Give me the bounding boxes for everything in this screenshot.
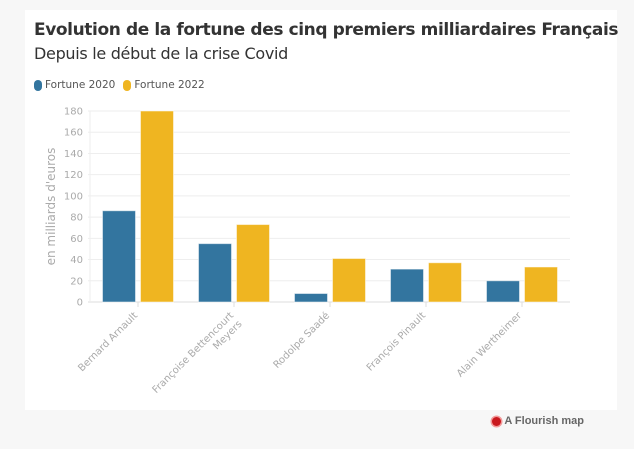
x-tick-label-line: Rodolpe Saadé bbox=[271, 310, 332, 371]
bar-2020 bbox=[102, 210, 136, 303]
bar-2020 bbox=[294, 293, 328, 303]
x-tick-label-line: Alain Wertheimer bbox=[455, 310, 525, 380]
bar-2020 bbox=[486, 280, 520, 303]
x-tick-label-line: François Pinault bbox=[365, 310, 428, 373]
y-tick-label: 60 bbox=[70, 234, 83, 245]
bar-2020 bbox=[198, 243, 232, 303]
x-tick-label: Alain Wertheimer bbox=[455, 310, 525, 380]
x-tick-label-line: Françoise Bettencourt bbox=[151, 310, 237, 396]
flourish-credit[interactable]: A Flourish map bbox=[492, 415, 584, 427]
chart-subtitle: Depuis le début de la crise Covid bbox=[34, 44, 288, 63]
y-tick-label: 120 bbox=[64, 170, 83, 181]
x-tick-label: François Pinault bbox=[365, 310, 428, 373]
y-tick-label: 20 bbox=[70, 276, 83, 287]
y-tick-label: 40 bbox=[70, 255, 83, 266]
y-tick-label: 0 bbox=[77, 298, 83, 309]
bar-2022 bbox=[524, 266, 558, 303]
y-tick-label: 180 bbox=[64, 107, 83, 118]
legend-label: Fortune 2020 bbox=[45, 79, 116, 91]
x-tick-label: Françoise BettencourtMeyers bbox=[151, 310, 245, 404]
x-tick-label: Bernard Arnault bbox=[76, 310, 140, 374]
bar-2022 bbox=[332, 257, 366, 303]
chart-title: Evolution de la fortune des cinq premier… bbox=[34, 20, 619, 40]
y-tick-label: 80 bbox=[70, 213, 83, 224]
flourish-logo-icon bbox=[492, 416, 502, 426]
legend-label: Fortune 2022 bbox=[134, 79, 205, 91]
legend-item-2022[interactable]: Fortune 2022 bbox=[123, 79, 205, 91]
bar-2022 bbox=[236, 224, 270, 303]
bar-2022 bbox=[140, 110, 174, 303]
bar-2022 bbox=[428, 262, 462, 303]
x-tick-label-line: Bernard Arnault bbox=[76, 310, 140, 374]
bar-2020 bbox=[390, 268, 424, 303]
legend: Fortune 2020 Fortune 2022 bbox=[34, 79, 205, 91]
chart-card: Evolution de la fortune des cinq premier… bbox=[25, 10, 619, 410]
legend-item-2020[interactable]: Fortune 2020 bbox=[34, 79, 115, 91]
credit-label: A Flourish map bbox=[504, 415, 584, 427]
y-tick-label: 100 bbox=[64, 191, 83, 202]
x-tick-label: Rodolpe Saadé bbox=[271, 310, 332, 371]
legend-swatch bbox=[34, 79, 42, 91]
y-tick-label: 140 bbox=[64, 149, 83, 160]
y-axis-label: en milliards d'euros bbox=[44, 148, 58, 266]
legend-swatch bbox=[123, 79, 132, 91]
y-tick-label: 160 bbox=[64, 128, 83, 139]
